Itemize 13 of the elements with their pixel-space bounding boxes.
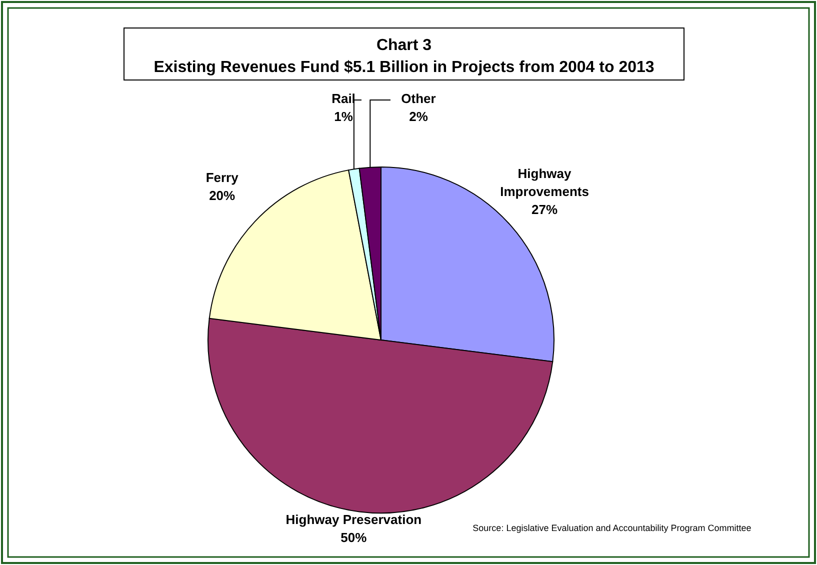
slice-label: Rail <box>332 91 356 106</box>
slice-label: Highway Improvements <box>500 166 589 199</box>
chart-title: Chart 3 <box>376 37 432 54</box>
slice-label: Ferry <box>206 170 240 185</box>
data-label: 1% <box>334 109 354 124</box>
slice-label: Other <box>401 91 436 106</box>
data-label: 20% <box>209 188 236 203</box>
slice-label: Highway Preservation <box>286 512 422 527</box>
data-label: 2% <box>409 109 428 124</box>
data-label: 27% <box>532 202 558 217</box>
source-note: Source: Legislative Evaluation and Accountability Program Committee <box>472 523 752 533</box>
chart-subtitle: Existing Revenues Fund $5.1 Billion in Projects from 2004 to 2013 <box>154 59 654 76</box>
data-label: 50% <box>340 530 368 545</box>
